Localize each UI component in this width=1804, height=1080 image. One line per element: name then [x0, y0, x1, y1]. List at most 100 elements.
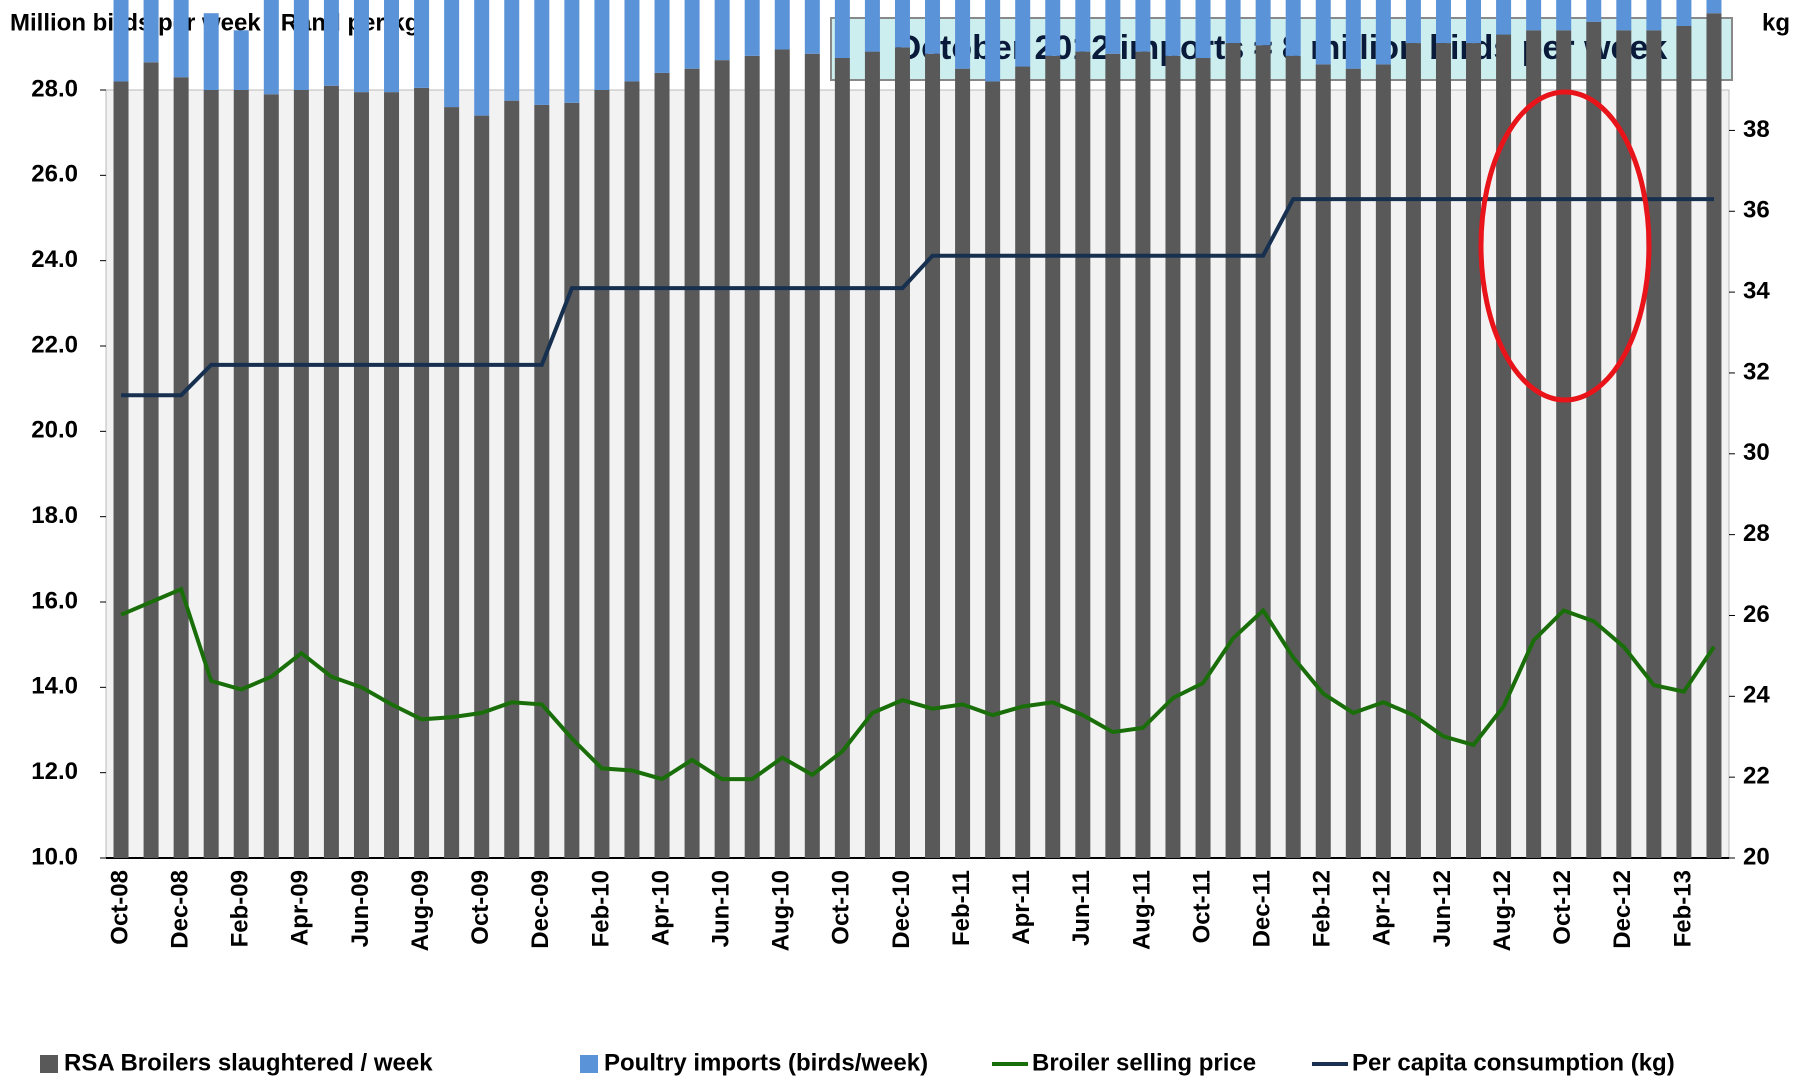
bar [1255, 45, 1271, 858]
x-tick-label: Apr-09 [287, 870, 314, 946]
y-tick-label: 14.0 [31, 673, 78, 700]
legend-label: Poultry imports (birds/week) [604, 1049, 928, 1076]
x-tick-label: Feb-12 [1309, 870, 1336, 947]
bar [1556, 0, 1572, 31]
bar [955, 68, 971, 858]
bar [955, 0, 971, 69]
x-tick-label: Jun-12 [1429, 870, 1456, 947]
y2-tick-label: 22 [1743, 763, 1770, 790]
bar [894, 0, 910, 48]
y-tick-label: 22.0 [31, 331, 78, 358]
bar [594, 90, 610, 858]
bar [804, 53, 820, 858]
bar [1616, 0, 1632, 31]
y-tick-label: 28.0 [31, 75, 78, 102]
bar [1496, 0, 1512, 35]
y2-axis-label: kg [1762, 9, 1790, 36]
bar [1105, 53, 1121, 858]
bar [444, 0, 460, 108]
x-tick-label: Oct-12 [1549, 870, 1576, 945]
x-tick-label: Oct-10 [828, 870, 855, 945]
legend-label: RSA Broilers slaughtered / week [64, 1049, 433, 1076]
y2-tick-label: 24 [1743, 682, 1770, 709]
bar [1706, 13, 1722, 858]
bar [894, 47, 910, 859]
bar [233, 30, 249, 90]
bar [1255, 0, 1271, 46]
bar [1435, 0, 1451, 44]
bar [444, 107, 460, 859]
annotation: October 2012 imports ≈ 8 million birds p… [895, 29, 1668, 67]
bar [654, 72, 670, 858]
bar [985, 81, 1001, 858]
x-tick-label: Jun-10 [707, 870, 734, 947]
y-tick-label: 18.0 [31, 502, 78, 529]
bar [1285, 55, 1301, 859]
bar [1225, 43, 1241, 859]
bar [864, 51, 880, 859]
x-tick-label: Dec-09 [527, 870, 554, 949]
bar [534, 104, 550, 858]
bar [1045, 55, 1061, 859]
bar [113, 81, 129, 858]
line [120, 586, 1716, 782]
bar [263, 0, 279, 95]
bar [1165, 55, 1181, 859]
bar [504, 100, 520, 858]
x-tick-label: Feb-09 [227, 870, 254, 947]
x-tick-label: Dec-12 [1609, 870, 1636, 949]
y2-tick-label: 34 [1743, 277, 1770, 304]
bar [384, 92, 400, 859]
x-tick-label: Aug-10 [768, 870, 795, 951]
bar [534, 0, 550, 105]
x-tick-label: Aug-11 [1128, 870, 1155, 950]
y-tick-label: 12.0 [31, 758, 78, 785]
bar [594, 0, 610, 90]
bar [744, 55, 760, 859]
bar [1556, 30, 1572, 859]
bar [985, 0, 1001, 82]
bar [173, 0, 189, 78]
bar [714, 60, 730, 858]
x-tick-label: Apr-10 [647, 870, 674, 946]
bar [1135, 51, 1151, 859]
bar [1676, 0, 1692, 26]
bar [233, 90, 249, 858]
bar [684, 0, 700, 69]
bar [353, 92, 369, 859]
y2-tick-label: 26 [1743, 601, 1770, 628]
x-tick-label: Aug-12 [1489, 870, 1516, 951]
y2-tick-label: 30 [1743, 439, 1770, 466]
bar [1315, 0, 1331, 65]
bar [1526, 30, 1542, 859]
legend-label: Per capita consumption (kg) [1352, 1049, 1675, 1076]
y-tick-label: 20.0 [31, 417, 78, 444]
bar [1075, 0, 1091, 52]
bar [323, 85, 339, 858]
bar [1195, 0, 1211, 58]
bar [1676, 26, 1692, 858]
bar [1345, 0, 1361, 69]
bar [774, 49, 790, 858]
y-tick-label: 24.0 [31, 246, 78, 273]
bar [173, 77, 189, 858]
bar [1646, 0, 1662, 31]
x-tick-label: Feb-13 [1669, 870, 1696, 947]
x-tick-label: Dec-11 [1248, 870, 1275, 947]
bar [1315, 64, 1331, 858]
bar [384, 0, 400, 93]
bar [564, 102, 580, 859]
x-tick-label: Aug-09 [407, 870, 434, 951]
annotation-box [830, 17, 1733, 81]
x-tick-label: Feb-10 [587, 870, 614, 947]
bar [624, 0, 640, 82]
x-tick-label: Dec-08 [166, 870, 193, 949]
bar [203, 90, 219, 858]
y-tick-label: 16.0 [31, 587, 78, 614]
bar [1345, 68, 1361, 858]
bar [1496, 34, 1512, 859]
bar [1375, 0, 1391, 65]
x-tick-label: Oct-11 [1188, 870, 1215, 943]
bar [1586, 0, 1602, 22]
